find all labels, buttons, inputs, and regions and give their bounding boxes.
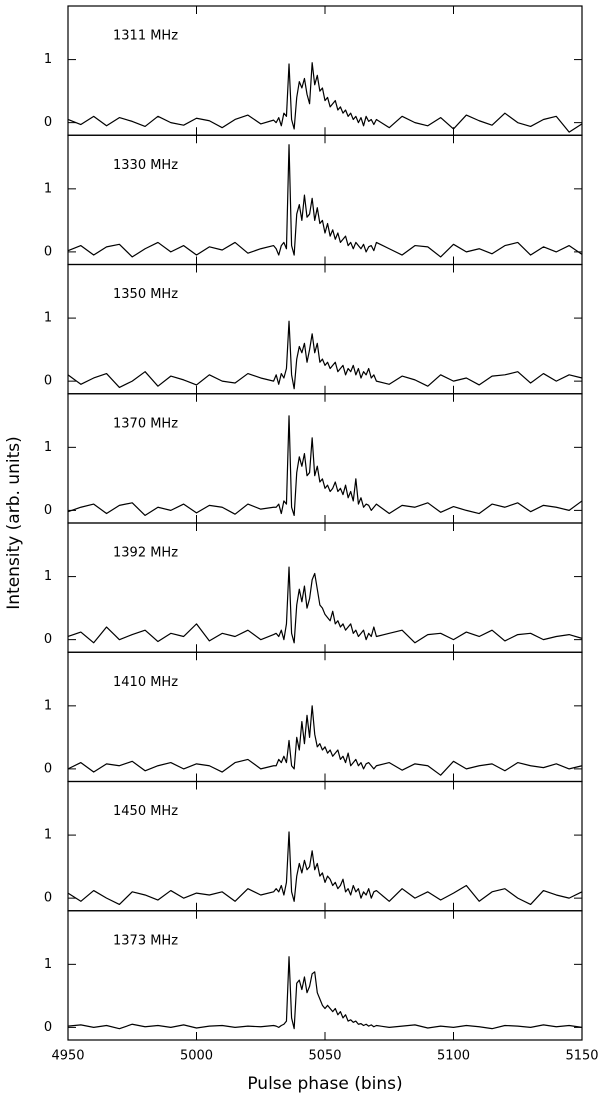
y-tick-label: 1 bbox=[44, 52, 52, 67]
trace bbox=[67, 415, 583, 517]
y-tick-label: 1 bbox=[44, 957, 52, 972]
y-tick-label: 0 bbox=[44, 115, 52, 130]
trace bbox=[67, 320, 583, 390]
panel-label: 1373 MHz bbox=[113, 933, 178, 948]
trace bbox=[67, 705, 583, 776]
y-tick-label: 1 bbox=[44, 181, 52, 196]
panel-frame bbox=[67, 393, 583, 524]
x-tick-label: 5100 bbox=[437, 1049, 470, 1064]
panel-label: 1311 MHz bbox=[113, 29, 178, 44]
trace bbox=[67, 144, 583, 258]
x-tick-label: 5000 bbox=[180, 1049, 213, 1064]
panel-label: 1392 MHz bbox=[113, 546, 178, 561]
y-tick-label: 1 bbox=[44, 569, 52, 584]
x-tick-label: 5050 bbox=[308, 1049, 341, 1064]
panel-label: 1370 MHz bbox=[113, 416, 178, 431]
panel-frame bbox=[67, 522, 583, 653]
x-tick-label: 4950 bbox=[51, 1049, 84, 1064]
x-axis-title: Pulse phase (bins) bbox=[247, 1074, 402, 1094]
y-tick-label: 0 bbox=[44, 503, 52, 518]
y-tick-label: 0 bbox=[44, 374, 52, 389]
panel-label: 1350 MHz bbox=[113, 287, 178, 302]
y-tick-label: 1 bbox=[44, 440, 52, 455]
panel-frame bbox=[67, 5, 583, 136]
trace bbox=[67, 831, 583, 906]
panel-frame bbox=[67, 910, 583, 1041]
panel-label: 1410 MHz bbox=[113, 675, 178, 690]
trace bbox=[67, 566, 583, 644]
y-tick-label: 0 bbox=[44, 632, 52, 647]
panel-frame bbox=[67, 780, 583, 912]
panel-label: 1330 MHz bbox=[113, 158, 178, 173]
panel-frame bbox=[67, 651, 583, 783]
y-tick-label: 0 bbox=[44, 891, 52, 906]
y-tick-label: 0 bbox=[44, 244, 52, 259]
y-tick-label: 0 bbox=[44, 1020, 52, 1035]
trace bbox=[67, 62, 583, 133]
trace bbox=[67, 956, 583, 1030]
y-tick-label: 0 bbox=[44, 761, 52, 776]
y-tick-label: 1 bbox=[44, 311, 52, 326]
x-tick-label: 5150 bbox=[565, 1049, 598, 1064]
y-tick-label: 1 bbox=[44, 828, 52, 843]
panel-label: 1450 MHz bbox=[113, 804, 178, 819]
y-tick-label: 1 bbox=[44, 698, 52, 713]
y-axis-title: Intensity (arb. units) bbox=[4, 436, 24, 609]
